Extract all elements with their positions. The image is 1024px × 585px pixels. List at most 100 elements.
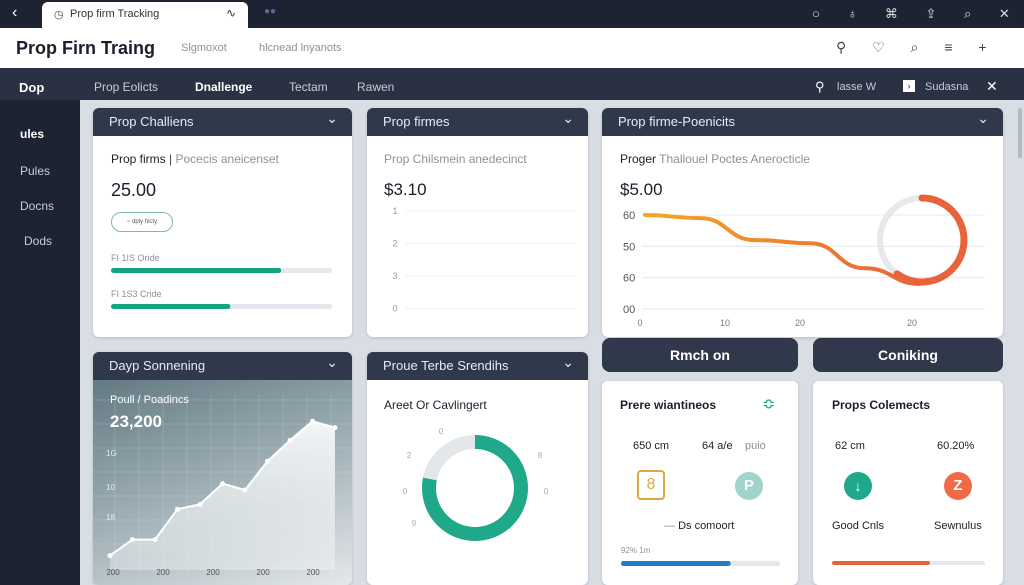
dial-label: 0: [544, 487, 549, 496]
tab-icon: ◷: [54, 9, 64, 21]
axis-label: 1: [392, 206, 397, 216]
card-value: 25.00: [111, 180, 157, 200]
axis-label: 2: [392, 239, 397, 249]
point: [152, 537, 158, 543]
app-header: [0, 28, 1024, 68]
caption: Sewnulus: [934, 520, 982, 532]
card-value: 23,200: [110, 412, 162, 431]
card-header[interactable]: Dayp Sonnening: [93, 352, 352, 380]
stat: 650 cm: [633, 440, 670, 452]
card-label: Poull / Poadincs: [110, 394, 189, 406]
nav-user[interactable]: lasse W: [837, 81, 877, 93]
stat: 64 a/e: [702, 440, 733, 452]
nav-brand: Dop: [19, 80, 45, 95]
sidebar-item[interactable]: Pules: [20, 164, 51, 178]
stat: 62 cm: [835, 440, 865, 452]
header-icons[interactable]: ⚲ ♡ ⌕ ≡ +: [836, 39, 987, 55]
card-label: Prop firms | Pocecis aneicenset: [111, 152, 279, 166]
scrollbar[interactable]: [1018, 108, 1022, 158]
account-icon: ›: [903, 80, 915, 92]
header-link[interactable]: hlcnead lnyanots: [259, 42, 342, 54]
nav-item[interactable]: Rawen: [357, 80, 395, 94]
point: [265, 458, 270, 464]
button[interactable]: Coniking: [813, 338, 1003, 372]
card: Prop firme-Poenicits Proger Thallouel Po…: [602, 108, 1003, 337]
dial-label: 2: [407, 451, 412, 460]
card: Prop Challiens Prop firms | Pocecis anei…: [93, 108, 352, 337]
y-tick-label: 60: [623, 210, 635, 222]
card-value: $5.00: [620, 180, 663, 199]
point: [242, 487, 248, 493]
x-tick-label: 0: [637, 318, 642, 328]
icon: ↓: [844, 472, 872, 500]
panel-icon: ≎: [762, 396, 776, 413]
point: [130, 537, 135, 543]
panel: Prere wiantineos ≎ 650 cm 64 a/e puio 8 …: [602, 381, 798, 585]
progress-bar: [111, 268, 282, 273]
card-value: $3.10: [384, 180, 427, 199]
back-button[interactable]: ‹: [12, 4, 18, 21]
axis-label: 0: [392, 304, 397, 314]
nav-close[interactable]: ✕: [986, 78, 998, 94]
card-label: Proger Thallouel Poctes Anerocticle: [620, 152, 810, 166]
tab-dots: ●●: [264, 6, 277, 17]
y-tick-label: 1G: [106, 449, 117, 458]
y-tick-label: 00: [623, 304, 635, 316]
dial-label: 0: [403, 487, 408, 496]
y-tick-label: 60: [623, 273, 635, 285]
header-link[interactable]: Slgmoxot: [181, 42, 227, 54]
app-title: Prop Firn Traing: [16, 38, 156, 58]
icon: Z: [944, 472, 972, 500]
tab[interactable]: [42, 2, 248, 28]
axis-label: 3: [392, 271, 397, 281]
nav-item[interactable]: Prop Eolicts: [94, 80, 159, 94]
card-header[interactable]: Proue Terbe Srendihs: [367, 352, 588, 380]
point: [175, 506, 180, 512]
card-header[interactable]: Prop firmes: [367, 108, 588, 136]
y-tick-label: 50: [623, 241, 635, 253]
dial-label: 8: [538, 451, 543, 460]
card-header[interactable]: Prop Challiens: [93, 108, 352, 136]
card-label: Areet Or Cavlingert: [384, 398, 487, 412]
nav-icon: ⚲: [815, 79, 825, 94]
sidebar-item[interactable]: Dods: [24, 234, 53, 248]
point: [220, 481, 225, 487]
pill[interactable]: ~ dpiy hicty: [111, 212, 173, 232]
nav-item[interactable]: Tectam: [289, 80, 328, 94]
x-tick-label: 20: [795, 318, 805, 328]
nav-account[interactable]: Sudasna: [925, 81, 969, 93]
sidebar-item[interactable]: Docns: [20, 199, 55, 213]
point: [310, 418, 315, 424]
point: [197, 501, 203, 507]
y-tick-label: 18: [106, 513, 115, 522]
nav-bar: [0, 68, 1024, 100]
x-tick-label: 200: [156, 568, 170, 577]
progress-bar: [621, 561, 731, 566]
bar-label: FI 1S3 Cride: [111, 289, 162, 299]
x-tick-label: 10: [720, 318, 730, 328]
panel-title: Prere wiantineos: [620, 398, 717, 412]
dial-label: 0: [439, 427, 444, 436]
caption: Good Cnls: [832, 520, 884, 532]
icon: 8: [637, 470, 665, 500]
browser-icons: ○ ♁ ⌘ ⇪ ⌕ ✕: [812, 6, 1010, 21]
icon: P: [735, 472, 763, 500]
card-header[interactable]: Prop firme-Poenicits: [602, 108, 1003, 136]
x-tick-label: 200: [206, 568, 220, 577]
progress-bar: [111, 304, 231, 309]
point: [287, 437, 293, 443]
progress-bar: [832, 561, 930, 565]
sidebar-item[interactable]: ules: [20, 127, 45, 141]
donut-arc: [422, 435, 528, 541]
nav-item[interactable]: Dnallenge: [195, 80, 253, 94]
point: [332, 425, 338, 431]
line-series: [643, 213, 922, 286]
sidebar: [0, 100, 80, 585]
x-tick-label: 200: [106, 568, 120, 577]
bar-label: 92% 1m: [621, 546, 651, 555]
area-fill: [110, 421, 335, 570]
stat: 60.20%: [937, 440, 975, 452]
button[interactable]: Rmch on: [602, 338, 798, 372]
